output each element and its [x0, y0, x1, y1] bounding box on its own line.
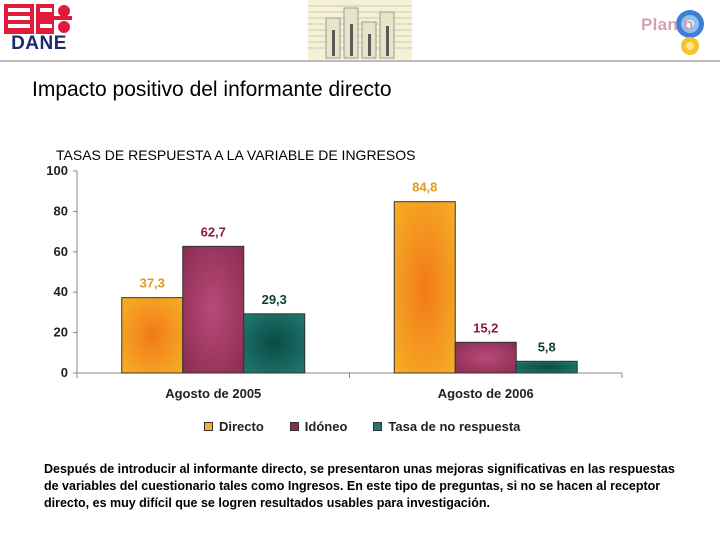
- bar-id-neo-0: [182, 245, 245, 374]
- header-divider: [0, 60, 720, 62]
- x-category-label: Agosto de 2006: [438, 386, 534, 401]
- legend-swatch: [289, 421, 299, 431]
- legend-label: Tasa de no respuesta: [388, 418, 521, 434]
- y-tick-label: 60: [54, 244, 68, 259]
- data-label: 5,8: [538, 339, 556, 354]
- y-tick-label: 0: [61, 365, 68, 380]
- legend-label: Idóneo: [304, 418, 348, 434]
- data-label: 15,2: [473, 320, 498, 335]
- legend-item: Tasa de no respuesta: [373, 419, 520, 434]
- dane-logo: [4, 4, 72, 34]
- data-label: 62,7: [201, 224, 226, 239]
- legend-item: Directo: [204, 419, 264, 434]
- x-category-label: Agosto de 2005: [165, 386, 261, 401]
- legend-label: Directo: [219, 418, 264, 434]
- y-tick-label: 40: [54, 284, 68, 299]
- data-label: 84,8: [412, 180, 437, 195]
- buildings-graphic: [308, 0, 412, 60]
- legend-swatch: [373, 421, 383, 431]
- bar-chart: 0 20 40 60 80 100 37,3 62,7 29,3 Agosto de 2005 84…: [46, 163, 623, 401]
- bar-tasa-de-no-respuesta-1: [515, 360, 578, 374]
- plan-b-text: Plan b: [641, 15, 694, 34]
- y-tick-label: 100: [46, 163, 68, 178]
- y-tick-label: 80: [54, 203, 68, 218]
- data-label: 29,3: [262, 292, 287, 307]
- bar-directo-1: [393, 201, 456, 374]
- legend-item: Idóneo: [289, 418, 348, 434]
- dane-logo-text: DANE: [11, 33, 67, 54]
- header: DANE Plan b: [0, 0, 720, 62]
- chart-legend: Directo Idóneo Tasa de no respuesta: [204, 417, 546, 435]
- chart-title: TASAS DE RESPUESTA A LA VARIABLE DE INGR…: [56, 147, 416, 163]
- bar-tasa-de-no-respuesta-0: [243, 313, 306, 374]
- bar-id-neo-1: [454, 341, 517, 374]
- bar-directo-0: [121, 297, 184, 374]
- legend-swatch: [204, 421, 213, 431]
- description-text: Después de introducir al informante dire…: [44, 462, 675, 510]
- page-title: Impacto positivo del informante directo: [32, 78, 392, 101]
- y-tick-label: 20: [54, 325, 68, 340]
- plan-b-logo: [676, 10, 704, 55]
- data-label: 37,3: [140, 276, 165, 291]
